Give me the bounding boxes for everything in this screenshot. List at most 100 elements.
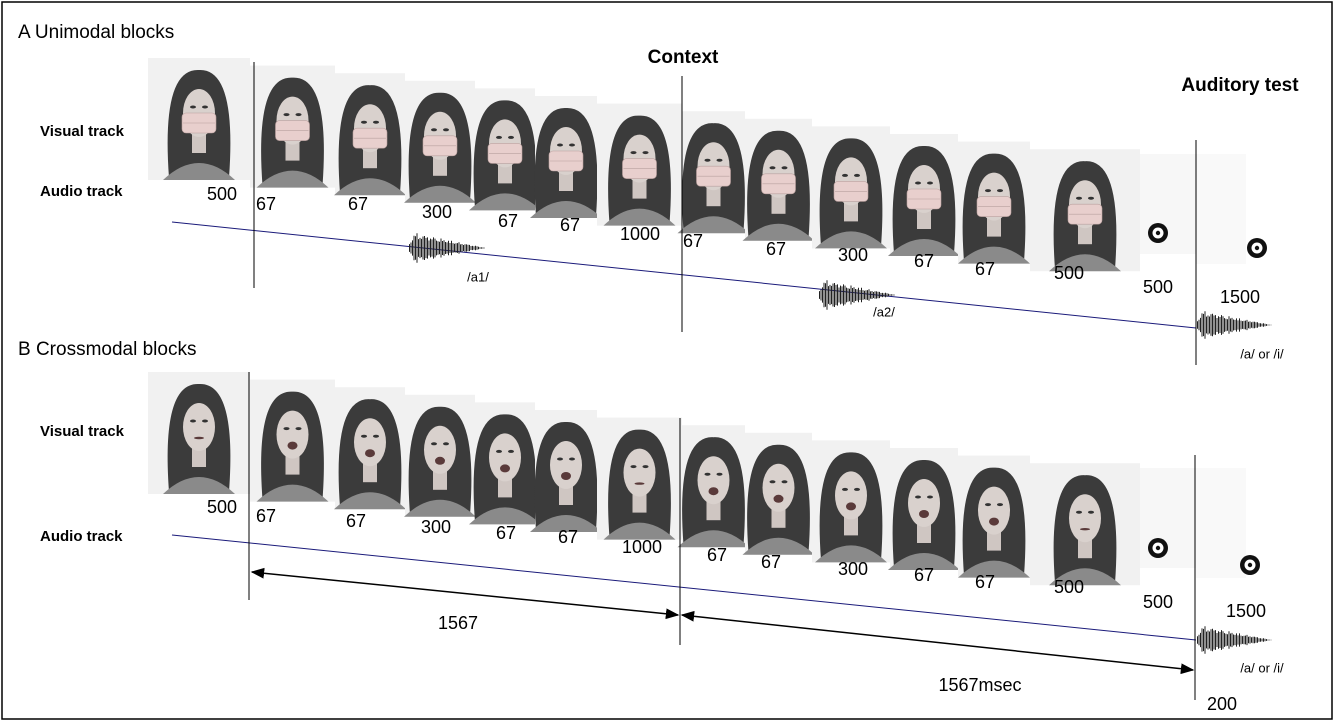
eye [431,442,437,446]
eye [443,128,449,132]
face-frame [677,425,750,548]
eye [630,465,637,469]
skin [276,410,309,459]
eye [997,189,1003,193]
skin [424,425,456,474]
shoulders [603,522,676,540]
eye [915,181,921,185]
mouth [846,502,856,511]
eye [854,487,860,491]
mouth [287,441,298,450]
shoulders [256,484,329,502]
shoulders [404,185,476,203]
neck [987,528,1001,551]
fixation-dot [1254,245,1260,251]
eye [295,427,302,431]
duration-label: 67 [256,194,276,214]
shoulders [469,193,541,211]
sound-label: /a1/ [467,269,489,284]
shoulders [742,537,815,555]
mouth [194,436,204,440]
track-label: Visual track [40,123,125,140]
skin [835,471,867,520]
duration-label: 67 [975,259,995,279]
face-frame [958,141,1030,264]
eye [915,495,921,499]
shoulders [163,477,235,494]
shoulders [530,515,602,532]
eye [716,472,723,476]
shoulders [1049,568,1121,586]
duration-label: 67 [914,565,934,585]
eye [927,495,933,499]
face-frame [469,402,541,525]
fixation-dot [1155,230,1161,236]
duration-label: 500 [207,497,237,517]
waveform [409,233,485,263]
duration-label: 67 [914,251,934,271]
shoulders [530,201,602,218]
sound-label: /a2/ [873,304,895,319]
face-frame [148,58,250,180]
eye [985,189,991,193]
face-frame [677,111,750,234]
eye [642,151,649,155]
neck [706,184,721,207]
eye [704,158,711,162]
face-frame [334,73,406,196]
shoulders [404,499,476,517]
interval-arrow [250,567,680,620]
shoulders [256,170,329,188]
eye [508,449,514,453]
face-frame [742,432,815,555]
face-frame [250,65,335,188]
eye [361,120,367,124]
neck [559,483,573,505]
mouth [773,494,784,503]
neck [559,169,573,191]
sound-label: /a/ or /i/ [1240,346,1284,361]
shoulders [888,239,960,256]
face-frame [888,134,960,256]
eye [569,143,575,147]
shoulders [815,545,887,563]
neck [632,176,647,199]
duration-label: 67 [766,239,786,259]
duration-label: 67 [348,194,368,214]
face-frame [888,448,960,570]
eye [295,113,302,117]
skin [183,403,215,451]
duration-label: 67 [560,215,580,235]
neck [844,199,858,222]
track-label: Visual track [40,423,125,440]
audio-line [171,221,1197,329]
eye [557,143,563,147]
interval-label: 1567 [438,613,478,633]
eye [202,105,208,109]
neck [917,521,931,543]
eye [1088,510,1094,514]
duration-label: 300 [838,245,868,265]
mouth [919,510,929,518]
duration-label: 500 [1143,277,1173,297]
neck [285,138,300,161]
eye [997,503,1003,507]
mouth [989,517,999,526]
shoulders [742,223,815,241]
mouth [1080,528,1090,531]
eye [1076,510,1082,514]
face-frame [742,118,815,241]
duration-label: 1500 [1220,287,1260,307]
neck [844,513,858,536]
skin [489,433,521,482]
face-frame [597,103,682,226]
face-frame [148,372,250,494]
shoulders [163,163,235,180]
eye [1088,196,1094,200]
interval-arrow [680,610,1195,675]
eye [373,120,379,124]
duration-label: 67 [975,572,995,592]
eye [508,135,514,139]
skin [762,463,795,512]
